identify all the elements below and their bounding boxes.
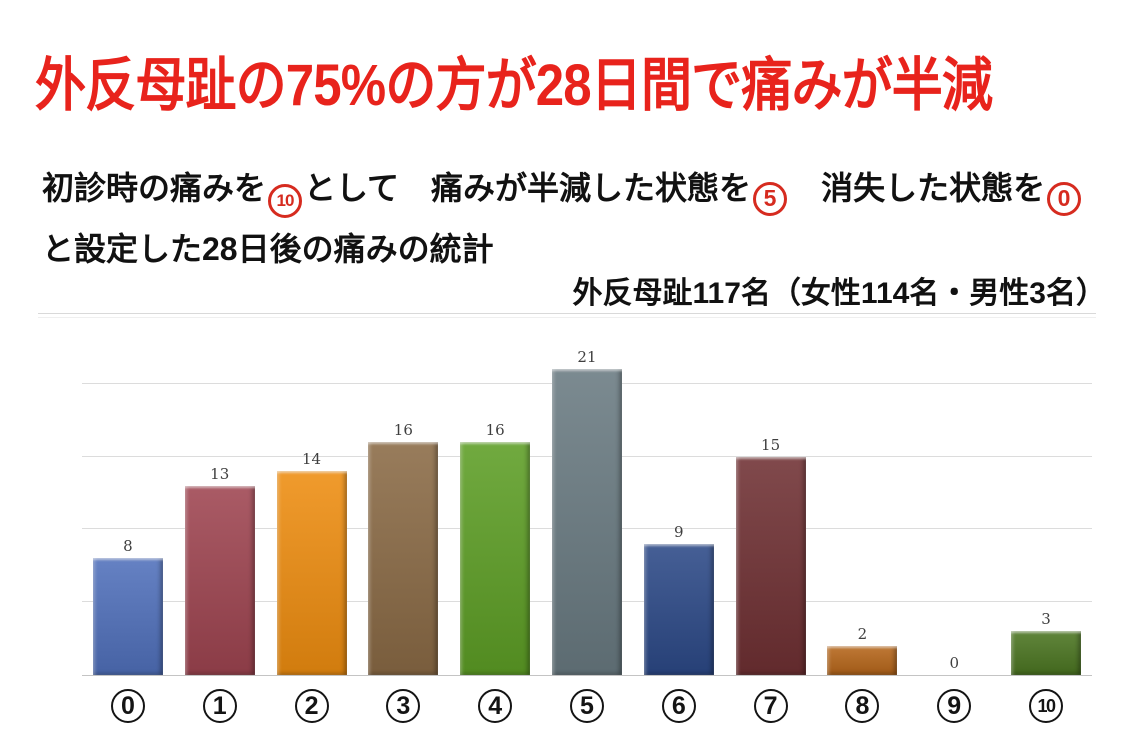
subtitle-line-2: と設定した28日後の痛みの統計 [42, 231, 494, 267]
bar-slot-4: 16 [449, 340, 541, 675]
bar-7 [735, 457, 806, 675]
sample-size-note: 外反母趾117名（女性114名・男性3名） [572, 277, 1106, 310]
x-axis-labels-row: 0 1 2 3 4 5 6 7 8 9 10 [82, 689, 1092, 723]
x-label-slot: 9 [908, 689, 1000, 723]
subtitle-text-part: 消失した状態を [789, 170, 1046, 206]
subtitle-text-part: 初診時の痛みを [42, 170, 267, 206]
x-label-slot: 0 [82, 689, 174, 723]
bar-4 [460, 442, 531, 675]
bar-data-label: 15 [761, 436, 781, 454]
bar-data-label: 21 [577, 348, 597, 366]
bar-slot-3: 16 [357, 340, 449, 675]
circled-axis-label-10: 10 [1029, 689, 1064, 723]
x-label-slot: 1 [174, 689, 266, 723]
bar-slot-7: 15 [725, 340, 817, 675]
bar-slot-0: 8 [82, 340, 174, 675]
page-title: 外反母趾の75%の方が28日間で痛みが半減 [35, 53, 993, 118]
circled-axis-label-1: 1 [202, 689, 237, 723]
bar-data-label: 8 [123, 537, 133, 555]
circled-axis-label-9: 9 [937, 689, 972, 723]
bar-slot-5: 21 [541, 340, 633, 675]
circled-axis-label-5: 5 [569, 689, 604, 723]
chart-top-divider [38, 313, 1096, 318]
bar-slot-1: 13 [174, 340, 266, 675]
bar-1 [184, 486, 255, 675]
circled-axis-label-3: 3 [386, 689, 421, 723]
circled-axis-label-4: 4 [478, 689, 513, 723]
x-label-slot: 8 [817, 689, 909, 723]
circled-axis-label-8: 8 [845, 689, 880, 723]
x-label-slot: 5 [541, 689, 633, 723]
circled-axis-label-2: 2 [294, 689, 329, 723]
bar-data-label: 14 [301, 450, 322, 468]
circled-number-10-red: 10 [268, 183, 303, 218]
bar-0 [92, 558, 163, 675]
bar-2 [276, 471, 347, 675]
bar-data-label: 16 [485, 421, 505, 439]
bar-data-label: 2 [857, 625, 868, 643]
bar-data-label: 0 [949, 654, 959, 672]
circled-axis-label-0: 0 [110, 689, 145, 723]
bar-8 [827, 646, 898, 675]
circled-axis-label-6: 6 [661, 689, 696, 723]
bar-6 [643, 544, 714, 675]
bar-data-label: 3 [1041, 610, 1051, 628]
bar-10 [1011, 631, 1082, 675]
x-label-slot: 4 [449, 689, 541, 723]
bar-data-label: 13 [210, 465, 230, 483]
bar-slot-2: 14 [266, 340, 358, 675]
subtitle-text-part: として 痛みが半減した状態を [304, 170, 752, 206]
x-label-slot: 10 [1000, 689, 1092, 723]
bar-data-label: 9 [674, 523, 684, 541]
circled-number-0-red: 0 [1047, 181, 1082, 216]
x-axis-line [82, 675, 1092, 676]
circled-axis-label-7: 7 [753, 689, 788, 723]
bar-slot-6: 9 [633, 340, 725, 675]
x-label-slot: 3 [357, 689, 449, 723]
bar-3 [368, 442, 439, 675]
x-label-slot: 7 [725, 689, 817, 723]
x-label-slot: 2 [266, 689, 358, 723]
bar-slot-9: 0 [908, 340, 1000, 675]
bar-5 [551, 369, 622, 675]
circled-number-5-red: 5 [753, 181, 788, 216]
subtitle-line-1: 初診時の痛みを 10 として 痛みが半減した状態を 5 消失した状態を 0 [42, 163, 1083, 218]
bar-slot-8: 2 [817, 340, 909, 675]
bars-row: 8 13 14 16 16 21 9 15 2 0 3 [82, 340, 1092, 675]
bar-slot-10: 3 [1000, 340, 1092, 675]
bar-chart-plot-area: 8 13 14 16 16 21 9 15 2 0 3 [82, 340, 1092, 676]
x-label-slot: 6 [633, 689, 725, 723]
bar-data-label: 16 [393, 421, 413, 439]
